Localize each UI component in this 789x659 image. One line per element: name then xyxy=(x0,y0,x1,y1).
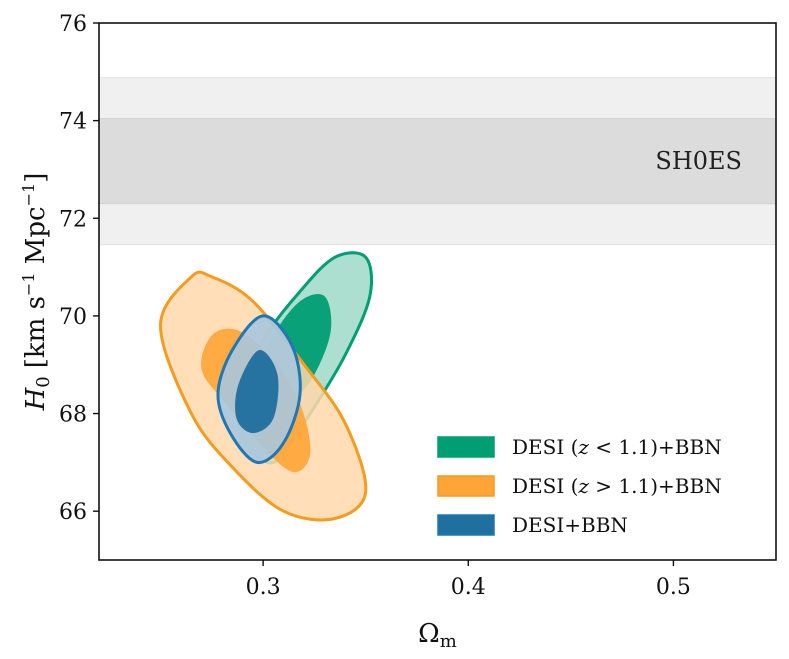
legend-label: DESI+BBN xyxy=(512,513,628,537)
y-axis-title-main: H xyxy=(21,386,51,411)
y-tick-label: 76 xyxy=(59,12,87,37)
x-axis-title-sub: m xyxy=(440,631,457,652)
sh0es-label: SH0ES xyxy=(655,147,742,175)
y-axis-title-units-end: ] xyxy=(21,173,51,183)
contour-series-2 xyxy=(216,314,302,464)
legend-swatch xyxy=(437,514,495,536)
x-tick-label: 0.5 xyxy=(656,575,691,600)
y-tick-label: 66 xyxy=(59,500,87,525)
contour-1sigma-2 xyxy=(235,349,279,434)
x-axis-title-main: Ω xyxy=(418,619,440,649)
x-tick-label: 0.3 xyxy=(246,575,281,600)
legend-label: DESI (z > 1.1)+BBN xyxy=(512,474,722,498)
y-axis-title-exp1: −1 xyxy=(19,272,38,296)
x-axis-title: Ωm xyxy=(418,619,457,652)
legend: DESI (z < 1.1)+BBN DESI (z > 1.1)+BBN DESI… xyxy=(437,435,722,537)
y-axis-title-units: [km s xyxy=(21,296,51,368)
y-axis-title-exp2: −1 xyxy=(19,183,38,207)
y-tick-label: 70 xyxy=(59,305,87,330)
sh0es-band-inner xyxy=(98,118,777,205)
y-tick-label: 68 xyxy=(59,403,87,428)
legend-swatch xyxy=(437,475,495,497)
y-tick-label: 72 xyxy=(59,207,87,232)
contour-layer xyxy=(158,251,374,522)
tick-layer: 0.3 0.4 0.5 66 68 70 72 74 76 xyxy=(59,12,691,600)
y-tick-label: 74 xyxy=(59,110,87,135)
legend-swatch xyxy=(437,436,495,458)
x-tick-label: 0.4 xyxy=(451,575,486,600)
y-axis-title-units-mid: Mpc xyxy=(21,206,51,272)
y-axis-title-sub: 0 xyxy=(33,376,54,387)
legend-label: DESI (z < 1.1)+BBN xyxy=(512,435,722,459)
plot-frame xyxy=(98,22,777,561)
sh0es-band-layer xyxy=(98,77,777,246)
y-axis-title: H0[km s−1 Mpc−1] xyxy=(19,173,54,412)
